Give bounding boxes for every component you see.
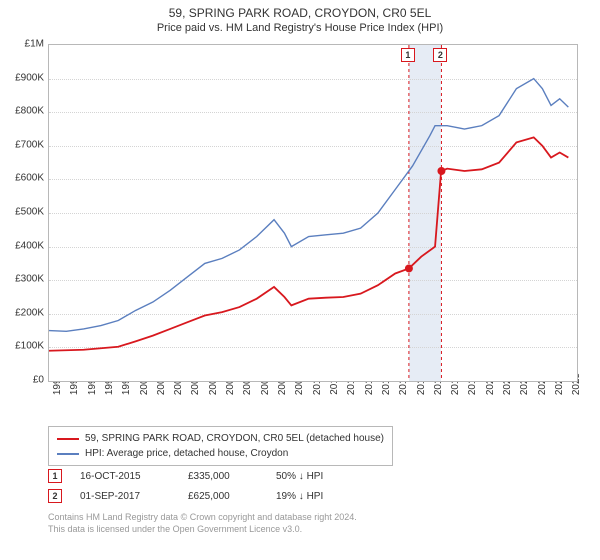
table-row: 1 16-OCT-2015 £335,000 50% ↓ HPI <box>48 466 376 486</box>
chart-container: 59, SPRING PARK ROAD, CROYDON, CR0 5EL P… <box>0 0 600 560</box>
y-tick-label: £0 <box>33 375 44 386</box>
legend-swatch <box>57 453 79 455</box>
y-tick-label: £200K <box>15 307 44 318</box>
legend-item: 59, SPRING PARK ROAD, CROYDON, CR0 5EL (… <box>57 431 384 446</box>
legend-item: HPI: Average price, detached house, Croy… <box>57 446 384 461</box>
top-marker: 2 <box>433 48 447 62</box>
legend-swatch <box>57 438 79 440</box>
legend: 59, SPRING PARK ROAD, CROYDON, CR0 5EL (… <box>48 426 393 466</box>
row-date: 16-OCT-2015 <box>80 471 170 482</box>
y-tick-label: £800K <box>15 106 44 117</box>
row-marker: 2 <box>48 489 62 503</box>
sale-point <box>405 264 413 272</box>
transaction-table: 1 16-OCT-2015 £335,000 50% ↓ HPI 2 01-SE… <box>48 466 376 506</box>
legend-label: HPI: Average price, detached house, Croy… <box>85 448 288 459</box>
y-tick-label: £100K <box>15 341 44 352</box>
sale-point <box>437 167 445 175</box>
table-row: 2 01-SEP-2017 £625,000 19% ↓ HPI <box>48 486 376 506</box>
plot-area <box>48 44 578 382</box>
row-price: £335,000 <box>188 471 258 482</box>
y-tick-label: £500K <box>15 207 44 218</box>
y-tick-label: £700K <box>15 139 44 150</box>
y-tick-label: £900K <box>15 72 44 83</box>
line-series-svg <box>49 45 577 381</box>
y-tick-label: £600K <box>15 173 44 184</box>
row-marker: 1 <box>48 469 62 483</box>
series-price_paid <box>49 137 568 350</box>
y-tick-label: £400K <box>15 240 44 251</box>
footer-attribution: Contains HM Land Registry data © Crown c… <box>48 512 357 535</box>
row-price: £625,000 <box>188 491 258 502</box>
y-tick-label: £300K <box>15 274 44 285</box>
footer-line: This data is licensed under the Open Gov… <box>48 524 357 536</box>
row-date: 01-SEP-2017 <box>80 491 170 502</box>
footer-line: Contains HM Land Registry data © Crown c… <box>48 512 357 524</box>
chart-subtitle: Price paid vs. HM Land Registry's House … <box>0 22 600 34</box>
row-pct: 19% ↓ HPI <box>276 491 376 502</box>
legend-label: 59, SPRING PARK ROAD, CROYDON, CR0 5EL (… <box>85 433 384 444</box>
row-pct: 50% ↓ HPI <box>276 471 376 482</box>
top-marker: 1 <box>401 48 415 62</box>
title-block: 59, SPRING PARK ROAD, CROYDON, CR0 5EL P… <box>0 0 600 34</box>
series-hpi <box>49 79 568 332</box>
chart-title: 59, SPRING PARK ROAD, CROYDON, CR0 5EL <box>0 6 600 20</box>
y-tick-label: £1M <box>25 39 44 50</box>
